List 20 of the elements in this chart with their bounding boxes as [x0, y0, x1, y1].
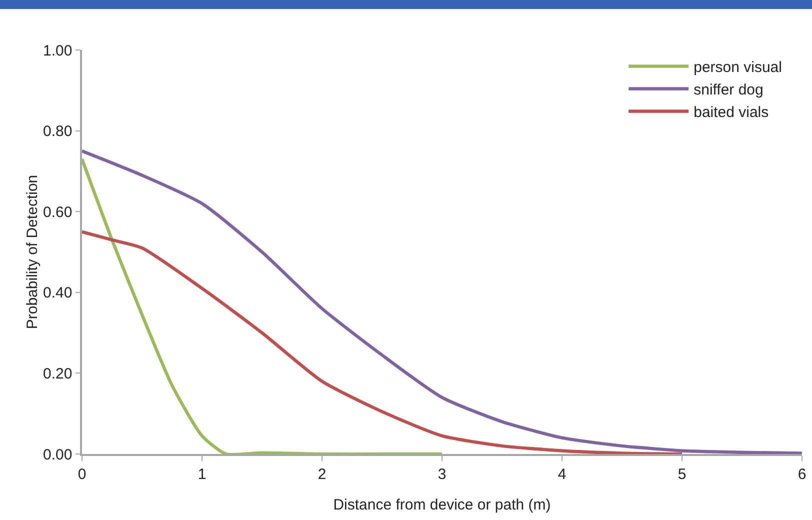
x-axis-title: Distance from device or path (m): [333, 496, 551, 514]
x-tick-label: 3: [438, 466, 446, 483]
line-series: [82, 230, 684, 454]
y-tick-label: 0.80: [43, 123, 72, 140]
y-axis-title: Probability of Detection: [24, 174, 42, 330]
x-tick-label: 2: [318, 466, 326, 483]
x-tick-label: 1: [198, 466, 206, 483]
y-tick-label: 0.60: [43, 204, 72, 221]
x-tick-label: 4: [558, 466, 566, 483]
y-tick-label: 1.00: [43, 42, 72, 60]
y-tick-label: 0.40: [43, 284, 72, 302]
legend-label: sniffer dog: [694, 82, 764, 99]
y-tick-label: 0.20: [43, 365, 72, 382]
x-tick-label: 5: [678, 466, 686, 483]
y-tick-label: 0.00: [43, 446, 72, 464]
legend-label: person visual: [694, 59, 782, 76]
line-series: [82, 157, 444, 454]
legend-label: baited vials: [694, 104, 769, 122]
x-tick-label: 0: [78, 466, 86, 483]
x-tick-label: 6: [798, 466, 806, 483]
